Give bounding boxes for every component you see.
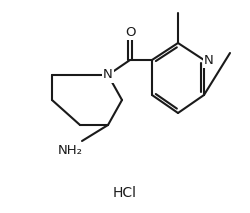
Text: O: O: [125, 26, 135, 39]
Text: NH₂: NH₂: [58, 144, 82, 157]
Text: N: N: [103, 69, 113, 82]
Text: HCl: HCl: [113, 186, 137, 200]
Text: N: N: [204, 53, 214, 66]
